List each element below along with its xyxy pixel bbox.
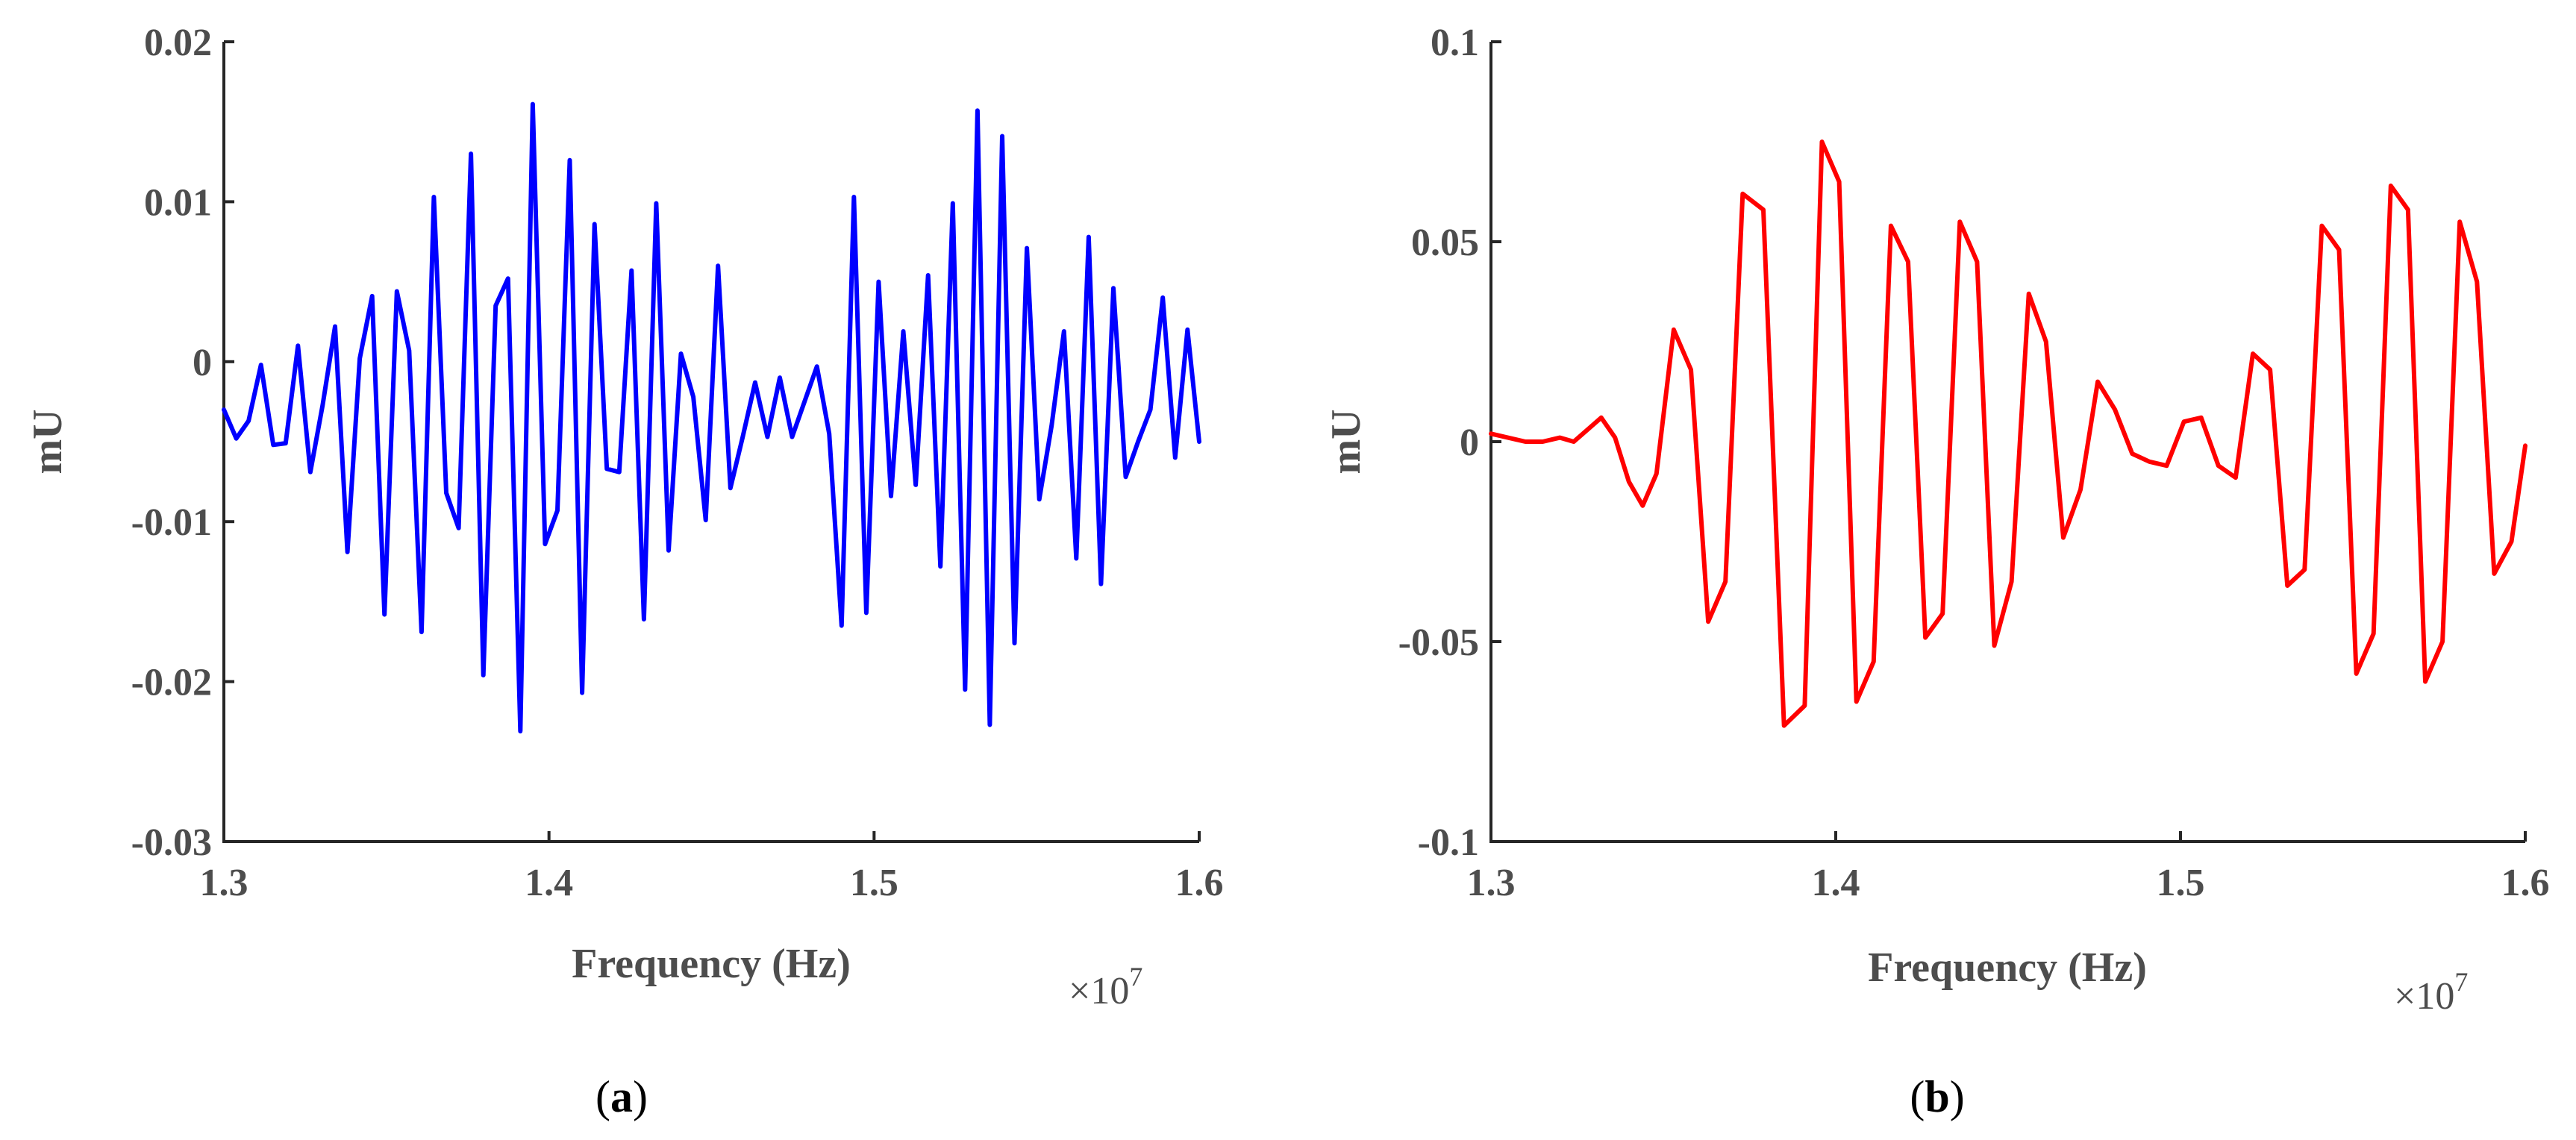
x-multiplier-a: ×107: [1069, 962, 1142, 1012]
x-ticks-b: 1.3 1.4 1.5 1.6: [1467, 831, 2550, 904]
chart-panel-a: 0.02 0.01 0 -0.01 -0.02 -0.03 1.3 1.4 1.5 1.6 Fr…: [25, 22, 1224, 1121]
x-multiplier-exponent-a: 7: [1129, 962, 1142, 992]
series-line-a: [222, 101, 1201, 734]
x-multiplier-b: ×107: [2394, 967, 2468, 1018]
x-tick-label: 1.6: [1175, 862, 1224, 904]
x-ticks-a: 1.3 1.4 1.5 1.6: [200, 831, 1224, 904]
x-axis-label-a: Frequency (Hz): [572, 941, 851, 987]
x-tick-label: 1.3: [1467, 862, 1516, 904]
y-tick-label: 0.05: [1411, 222, 1479, 264]
caption-b-open: (: [1910, 1072, 1925, 1121]
y-tick-label: 0.02: [144, 22, 212, 64]
caption-b-close: ): [1950, 1072, 1965, 1121]
caption-b: (b): [1910, 1072, 1964, 1121]
series-group-b: [1489, 140, 2527, 728]
x-tick-label: 1.4: [1812, 862, 1860, 904]
y-tick-label: -0.05: [1398, 621, 1479, 664]
caption-a-letter: a: [610, 1072, 633, 1121]
y-axis-label-a: mU: [25, 409, 71, 474]
x-tick-label: 1.5: [850, 862, 898, 904]
series-line-b: [1489, 140, 2527, 728]
caption-b-letter: b: [1925, 1072, 1949, 1121]
y-tick-label: -0.03: [131, 821, 212, 864]
x-multiplier-exponent-b: 7: [2454, 967, 2468, 997]
caption-a-close: ): [633, 1072, 648, 1121]
x-axis-label-b: Frequency (Hz): [1868, 945, 2147, 991]
y-tick-label: 0.1: [1431, 22, 1479, 64]
x-tick-label: 1.6: [2501, 862, 2550, 904]
y-axis-label-b: mU: [1323, 409, 1369, 474]
y-tick-label: -0.01: [131, 501, 212, 544]
y-tick-label: -0.1: [1418, 821, 1479, 864]
caption-a-open: (: [595, 1072, 610, 1121]
axis-box-b: [1489, 42, 2525, 843]
x-tick-label: 1.3: [200, 862, 248, 904]
y-tick-label: -0.02: [131, 662, 212, 704]
x-tick-label: 1.4: [525, 862, 573, 904]
y-tick-label: 0: [1460, 422, 1479, 464]
chart-panel-b: 0.1 0.05 0 -0.05 -0.1 1.3 1.4 1.5 1.6 Frequency…: [1323, 22, 2550, 1121]
x-multiplier-base-a: ×10: [1069, 970, 1129, 1012]
y-tick-label: 0.01: [144, 181, 212, 224]
x-tick-label: 1.5: [2157, 862, 2205, 904]
caption-a: (a): [595, 1072, 648, 1121]
x-multiplier-base-b: ×10: [2394, 975, 2454, 1018]
y-ticks-b: 0.1 0.05 0 -0.05 -0.1: [1398, 22, 1501, 864]
y-ticks-a: 0.02 0.01 0 -0.01 -0.02 -0.03: [131, 22, 234, 864]
y-tick-label: 0: [193, 342, 212, 384]
series-group-a: [222, 101, 1201, 734]
